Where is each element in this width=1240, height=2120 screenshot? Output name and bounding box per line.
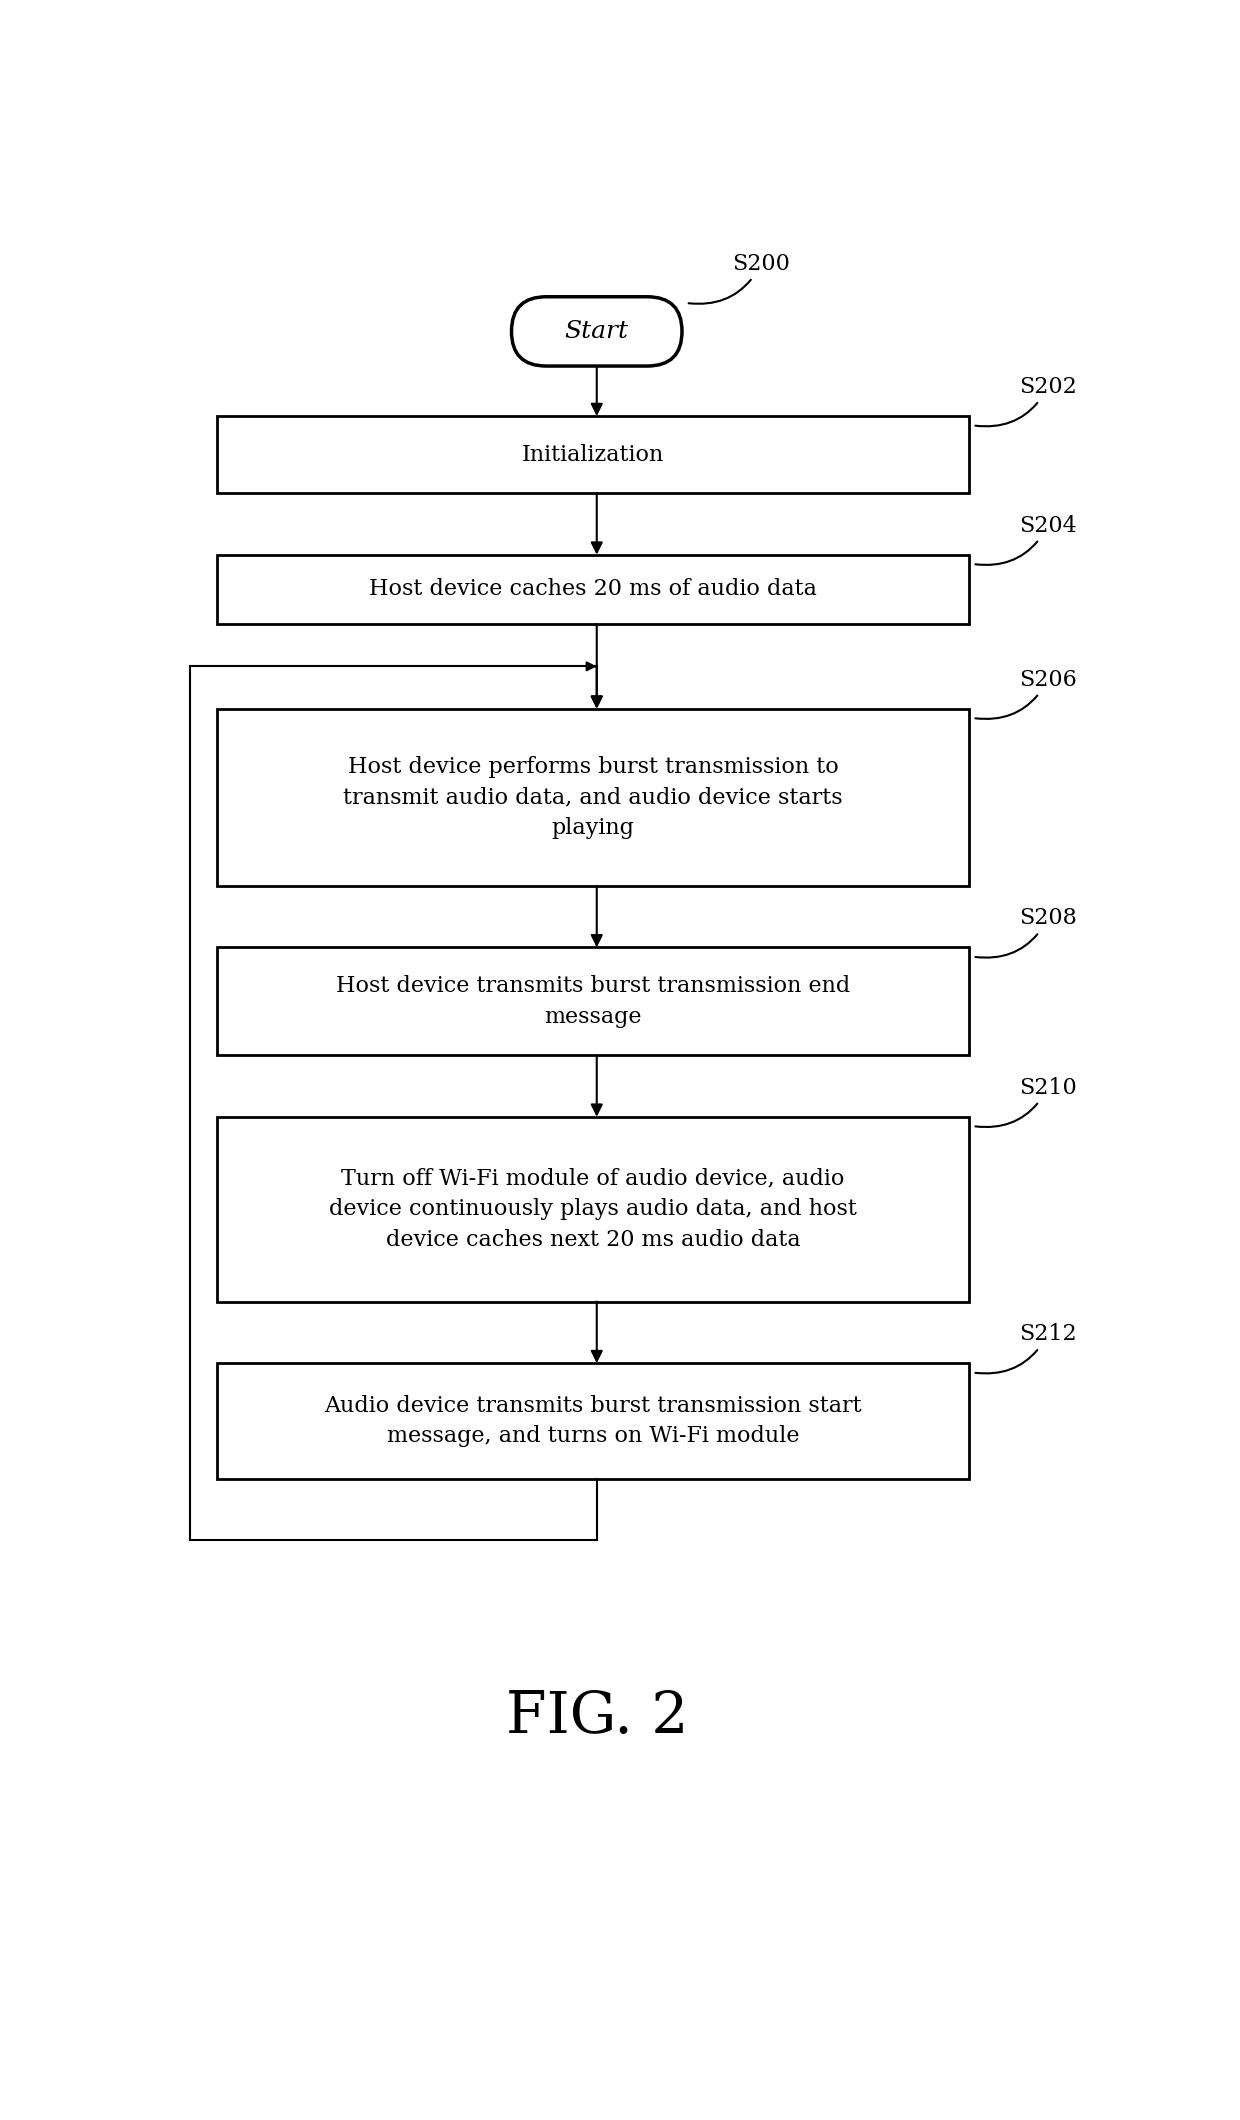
FancyBboxPatch shape (217, 416, 968, 494)
Text: S202: S202 (976, 375, 1076, 426)
Text: Turn off Wi-Fi module of audio device, audio
device continuously plays audio dat: Turn off Wi-Fi module of audio device, a… (329, 1168, 857, 1251)
Text: S212: S212 (976, 1323, 1076, 1374)
Text: Host device transmits burst transmission end
message: Host device transmits burst transmission… (336, 975, 849, 1028)
FancyBboxPatch shape (217, 1117, 968, 1302)
Text: Audio device transmits burst transmission start
message, and turns on Wi-Fi modu: Audio device transmits burst transmissio… (324, 1395, 862, 1448)
Text: S208: S208 (976, 907, 1078, 958)
Text: Host device performs burst transmission to
transmit audio data, and audio device: Host device performs burst transmission … (343, 755, 843, 840)
FancyBboxPatch shape (217, 555, 968, 623)
Text: Host device caches 20 ms of audio data: Host device caches 20 ms of audio data (370, 579, 817, 600)
FancyBboxPatch shape (217, 708, 968, 886)
FancyBboxPatch shape (217, 948, 968, 1056)
Text: Initialization: Initialization (522, 443, 663, 466)
FancyBboxPatch shape (511, 297, 682, 367)
Text: S210: S210 (976, 1077, 1076, 1128)
Text: FIG. 2: FIG. 2 (506, 1690, 688, 1745)
FancyBboxPatch shape (217, 1363, 968, 1480)
Text: S204: S204 (976, 515, 1076, 564)
Text: S200: S200 (688, 252, 790, 303)
Text: Start: Start (564, 320, 629, 343)
Text: S206: S206 (976, 668, 1076, 719)
